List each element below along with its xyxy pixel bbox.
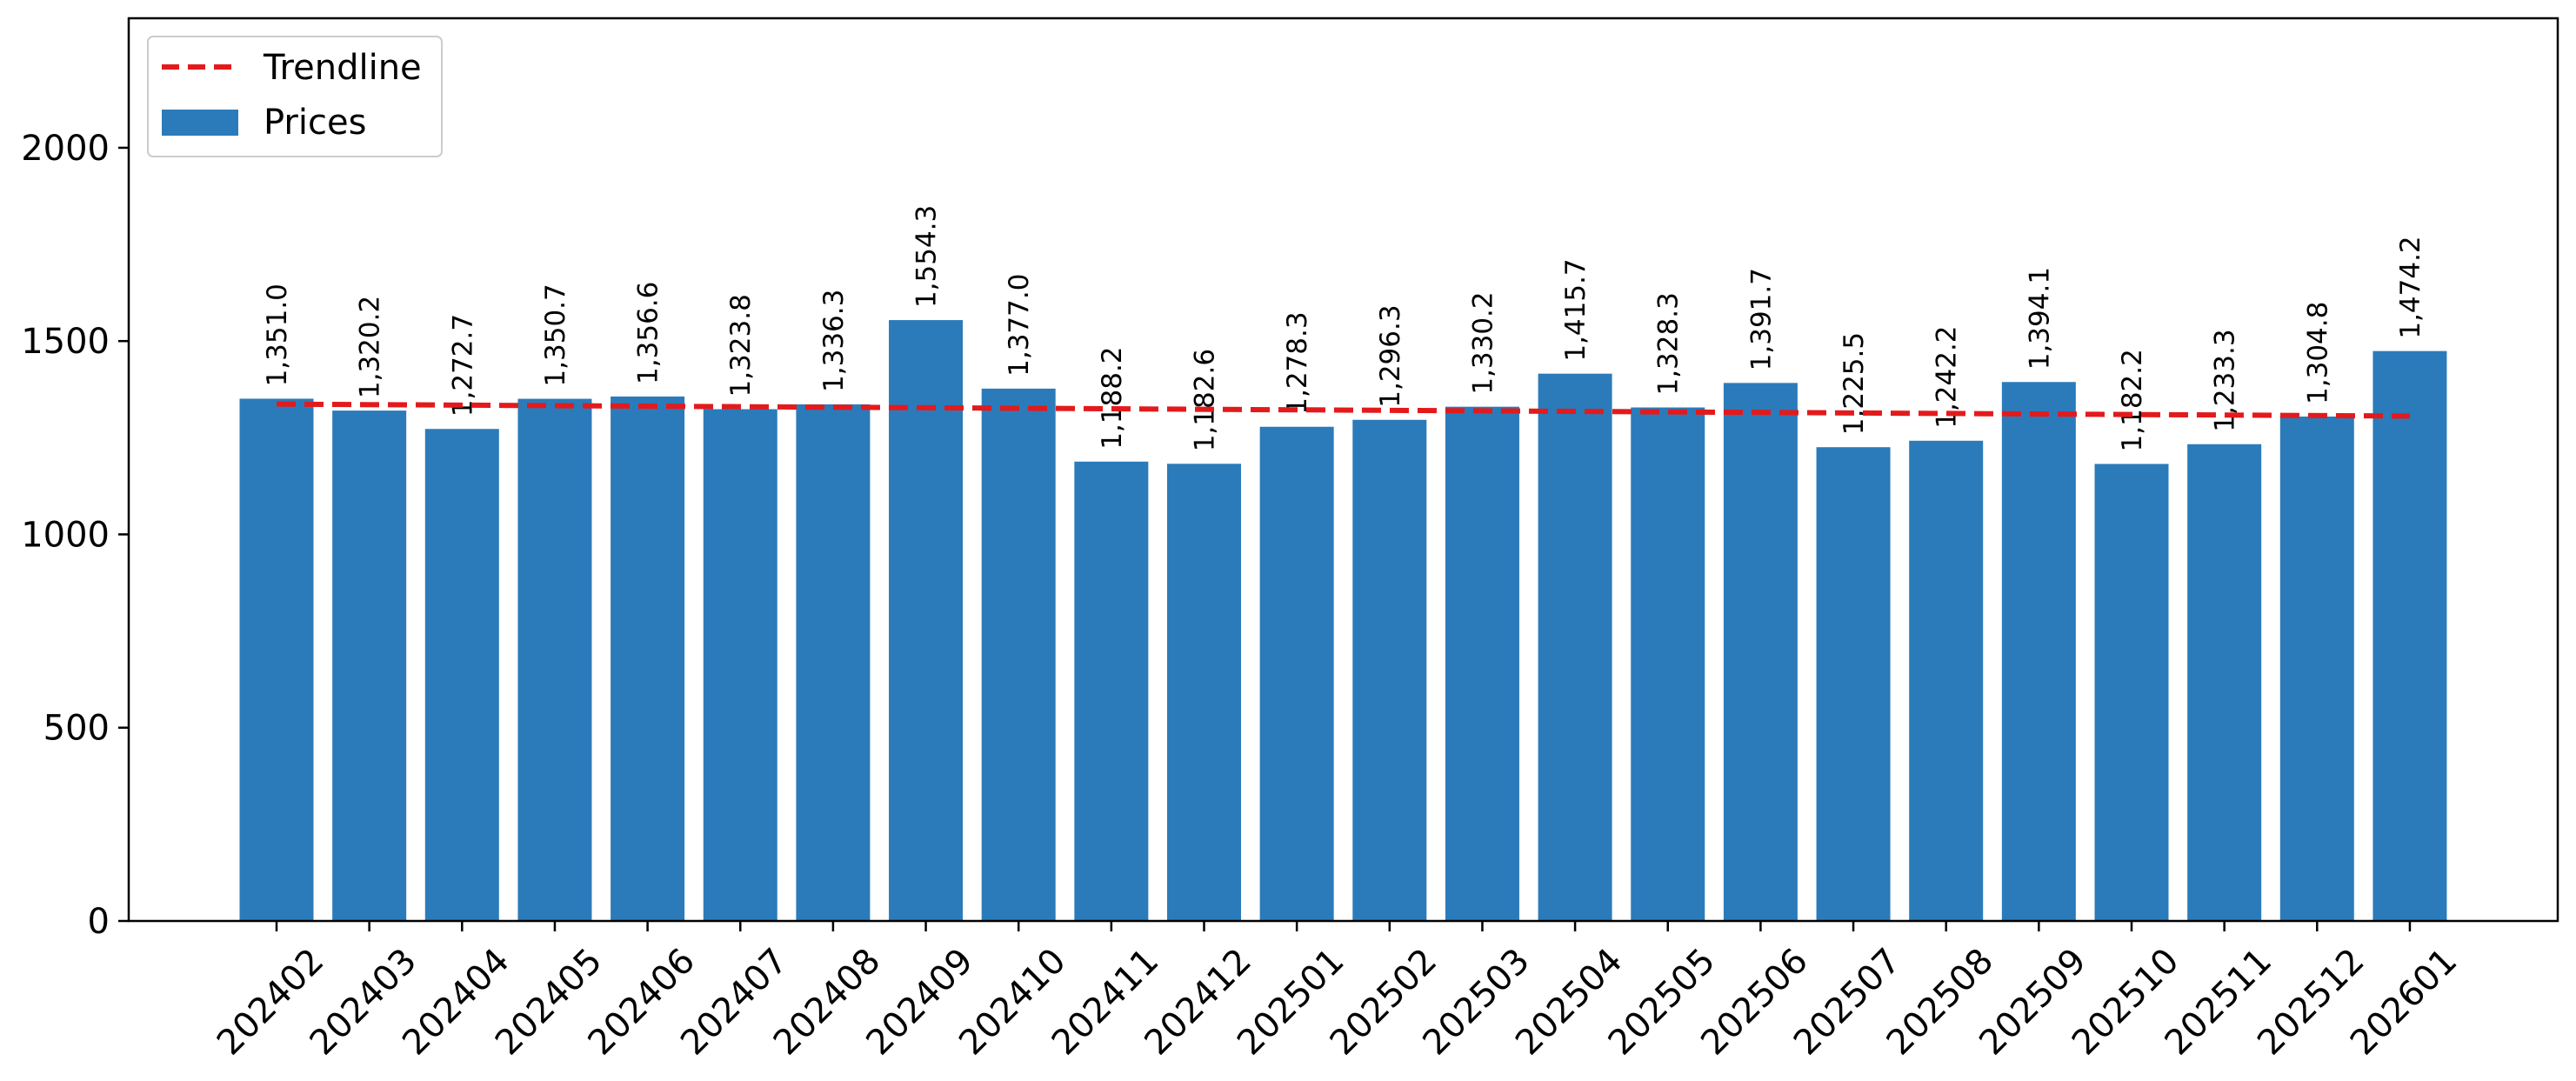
bar-202507 (1816, 447, 1891, 921)
bar-202409 (889, 320, 964, 921)
bar-202405 (517, 398, 592, 922)
y-tick-label-1500: 1500 (21, 322, 110, 362)
y-axis: 0 500 1000 1500 2000 (21, 129, 129, 942)
bar-value-label-202411: 1,188.2 (1097, 346, 1128, 449)
bar-202411 (1074, 461, 1149, 921)
bar-value-label-202505: 1,328.3 (1653, 292, 1685, 395)
bar-value-label-202412: 1,182.6 (1190, 349, 1221, 451)
legend-label-trendline: Trendline (263, 48, 422, 88)
bar-202412 (1167, 464, 1241, 921)
y-tick-label-1000: 1000 (21, 515, 110, 555)
bar-202509 (2001, 382, 2076, 921)
bar-202506 (1723, 383, 1798, 921)
bar-value-label-202410: 1,377.0 (1004, 274, 1035, 377)
bar-202504 (1538, 373, 1612, 921)
bar-202501 (1259, 426, 1334, 922)
y-tick-label-500: 500 (43, 709, 110, 749)
bar-202508 (1909, 440, 1984, 922)
bar-202502 (1352, 419, 1427, 921)
bar-202505 (1631, 407, 1705, 921)
bar-202408 (796, 404, 871, 922)
bar-value-label-202512: 1,304.8 (2302, 302, 2333, 404)
trendline (276, 401, 2410, 419)
bar-202601 (2372, 350, 2447, 922)
bar-value-label-202402: 1,351.0 (262, 284, 293, 386)
bar-202403 (332, 410, 407, 922)
bar-value-label-202406: 1,356.6 (633, 282, 664, 384)
legend-prices-swatch (162, 110, 238, 136)
bar-value-label-202408: 1,336.3 (818, 290, 850, 392)
bar-202510 (2094, 464, 2169, 921)
bar-202406 (611, 396, 685, 921)
bar-value-label-202404: 1,272.7 (447, 314, 478, 417)
legend-label-prices: Prices (264, 103, 366, 143)
bar-202410 (981, 388, 1056, 921)
bar-202402 (239, 398, 314, 921)
bar-value-label-202403: 1,320.2 (355, 296, 386, 398)
bars-group (239, 320, 2447, 922)
bar-value-label-202405: 1,350.7 (540, 284, 571, 386)
bar-value-label-202506: 1,391.7 (1745, 268, 1777, 370)
bar-value-label-202502: 1,296.3 (1375, 304, 1406, 407)
bar-value-label-202507: 1,225.5 (1839, 332, 1870, 435)
bar-value-label-202501: 1,278.3 (1282, 311, 1313, 414)
bar-value-label-202409: 1,554.3 (911, 205, 943, 308)
y-tick-label-0: 0 (88, 902, 110, 942)
bar-202511 (2187, 444, 2262, 922)
bar-value-label-202407: 1,323.8 (725, 294, 757, 397)
bar-value-label-202601: 1,474.2 (2395, 236, 2426, 338)
bar-202404 (424, 429, 499, 921)
y-tick-label-2000: 2000 (21, 129, 110, 169)
bar-value-label-202503: 1,330.2 (1467, 291, 1498, 394)
bar-value-label-202504: 1,415.7 (1560, 258, 1592, 361)
bar-202407 (703, 409, 777, 922)
bar-202512 (2279, 416, 2354, 921)
bar-202503 (1445, 406, 1519, 921)
x-axis: 2024022024032024042024052024062024072024… (210, 921, 2465, 1063)
bar-value-label-202510: 1,182.2 (2117, 349, 2148, 451)
bar-value-label-202509: 1,394.1 (2024, 267, 2055, 370)
legend: Trendline Prices (147, 36, 443, 157)
plot-area-frame (127, 17, 2559, 923)
